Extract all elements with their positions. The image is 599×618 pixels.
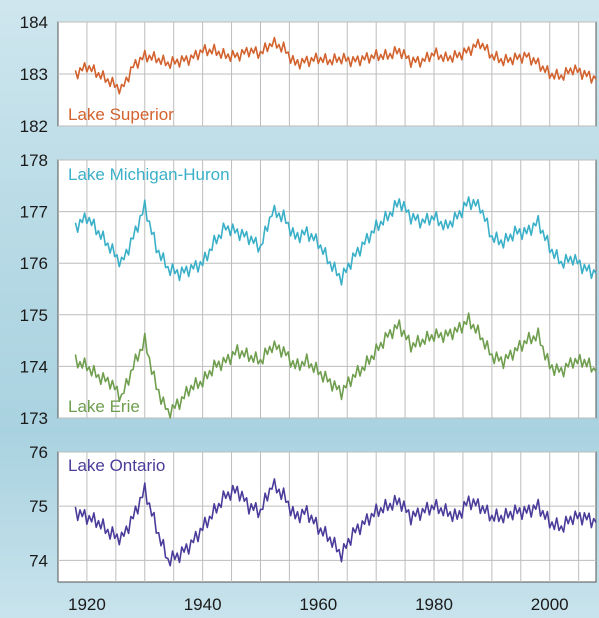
series-label-superior: Lake Superior — [68, 105, 174, 124]
x-tick-label: 1960 — [299, 595, 337, 614]
x-axis-ticks: 1920 1940 1960 1980 2000 — [68, 595, 569, 614]
series-line-michigan-huron — [74, 196, 597, 286]
panel-ontario-grid — [58, 451, 596, 582]
panel-superior-grid — [58, 21, 596, 127]
y-tick-label: 76 — [29, 443, 48, 462]
y-tick-label: 173 — [20, 409, 48, 428]
panel-michigan-erie-background — [57, 159, 597, 419]
y-tick-label: 75 — [29, 497, 48, 516]
panel-michigan-erie-yticks: 173 174 175 176 177 178 — [20, 151, 48, 428]
y-tick-label: 178 — [20, 151, 48, 170]
panel-ontario: 74 75 76 Lake Ontario — [29, 443, 597, 583]
series-line-superior — [74, 36, 597, 95]
panel-michigan-erie-series — [74, 196, 597, 419]
y-tick-label: 175 — [20, 306, 48, 325]
panel-superior: 182 183 184 Lake Superior — [20, 13, 597, 136]
x-tick-label: 1940 — [184, 595, 222, 614]
series-label-erie: Lake Erie — [68, 397, 140, 416]
x-tick-label: 1980 — [415, 595, 453, 614]
y-tick-label: 176 — [20, 254, 48, 273]
series-label-ontario: Lake Ontario — [68, 456, 165, 475]
y-tick-label: 182 — [20, 117, 48, 136]
y-tick-label: 177 — [20, 203, 48, 222]
y-tick-label: 74 — [29, 551, 48, 570]
series-line-ontario — [74, 478, 597, 567]
panel-michigan-erie: 173 174 175 176 177 178 Lake Michigan-Huron L… — [20, 151, 597, 428]
y-tick-label: 183 — [20, 65, 48, 84]
x-tick-label: 2000 — [531, 595, 569, 614]
y-tick-label: 184 — [20, 13, 48, 32]
panel-ontario-series — [74, 478, 597, 567]
x-tick-label: 1920 — [68, 595, 106, 614]
y-tick-label: 174 — [20, 357, 48, 376]
panel-superior-yticks: 182 183 184 — [20, 13, 48, 136]
panel-ontario-yticks: 74 75 76 — [29, 443, 48, 570]
series-label-michigan-huron: Lake Michigan-Huron — [68, 165, 230, 184]
panel-superior-series — [74, 36, 597, 95]
series-line-erie — [74, 312, 597, 419]
